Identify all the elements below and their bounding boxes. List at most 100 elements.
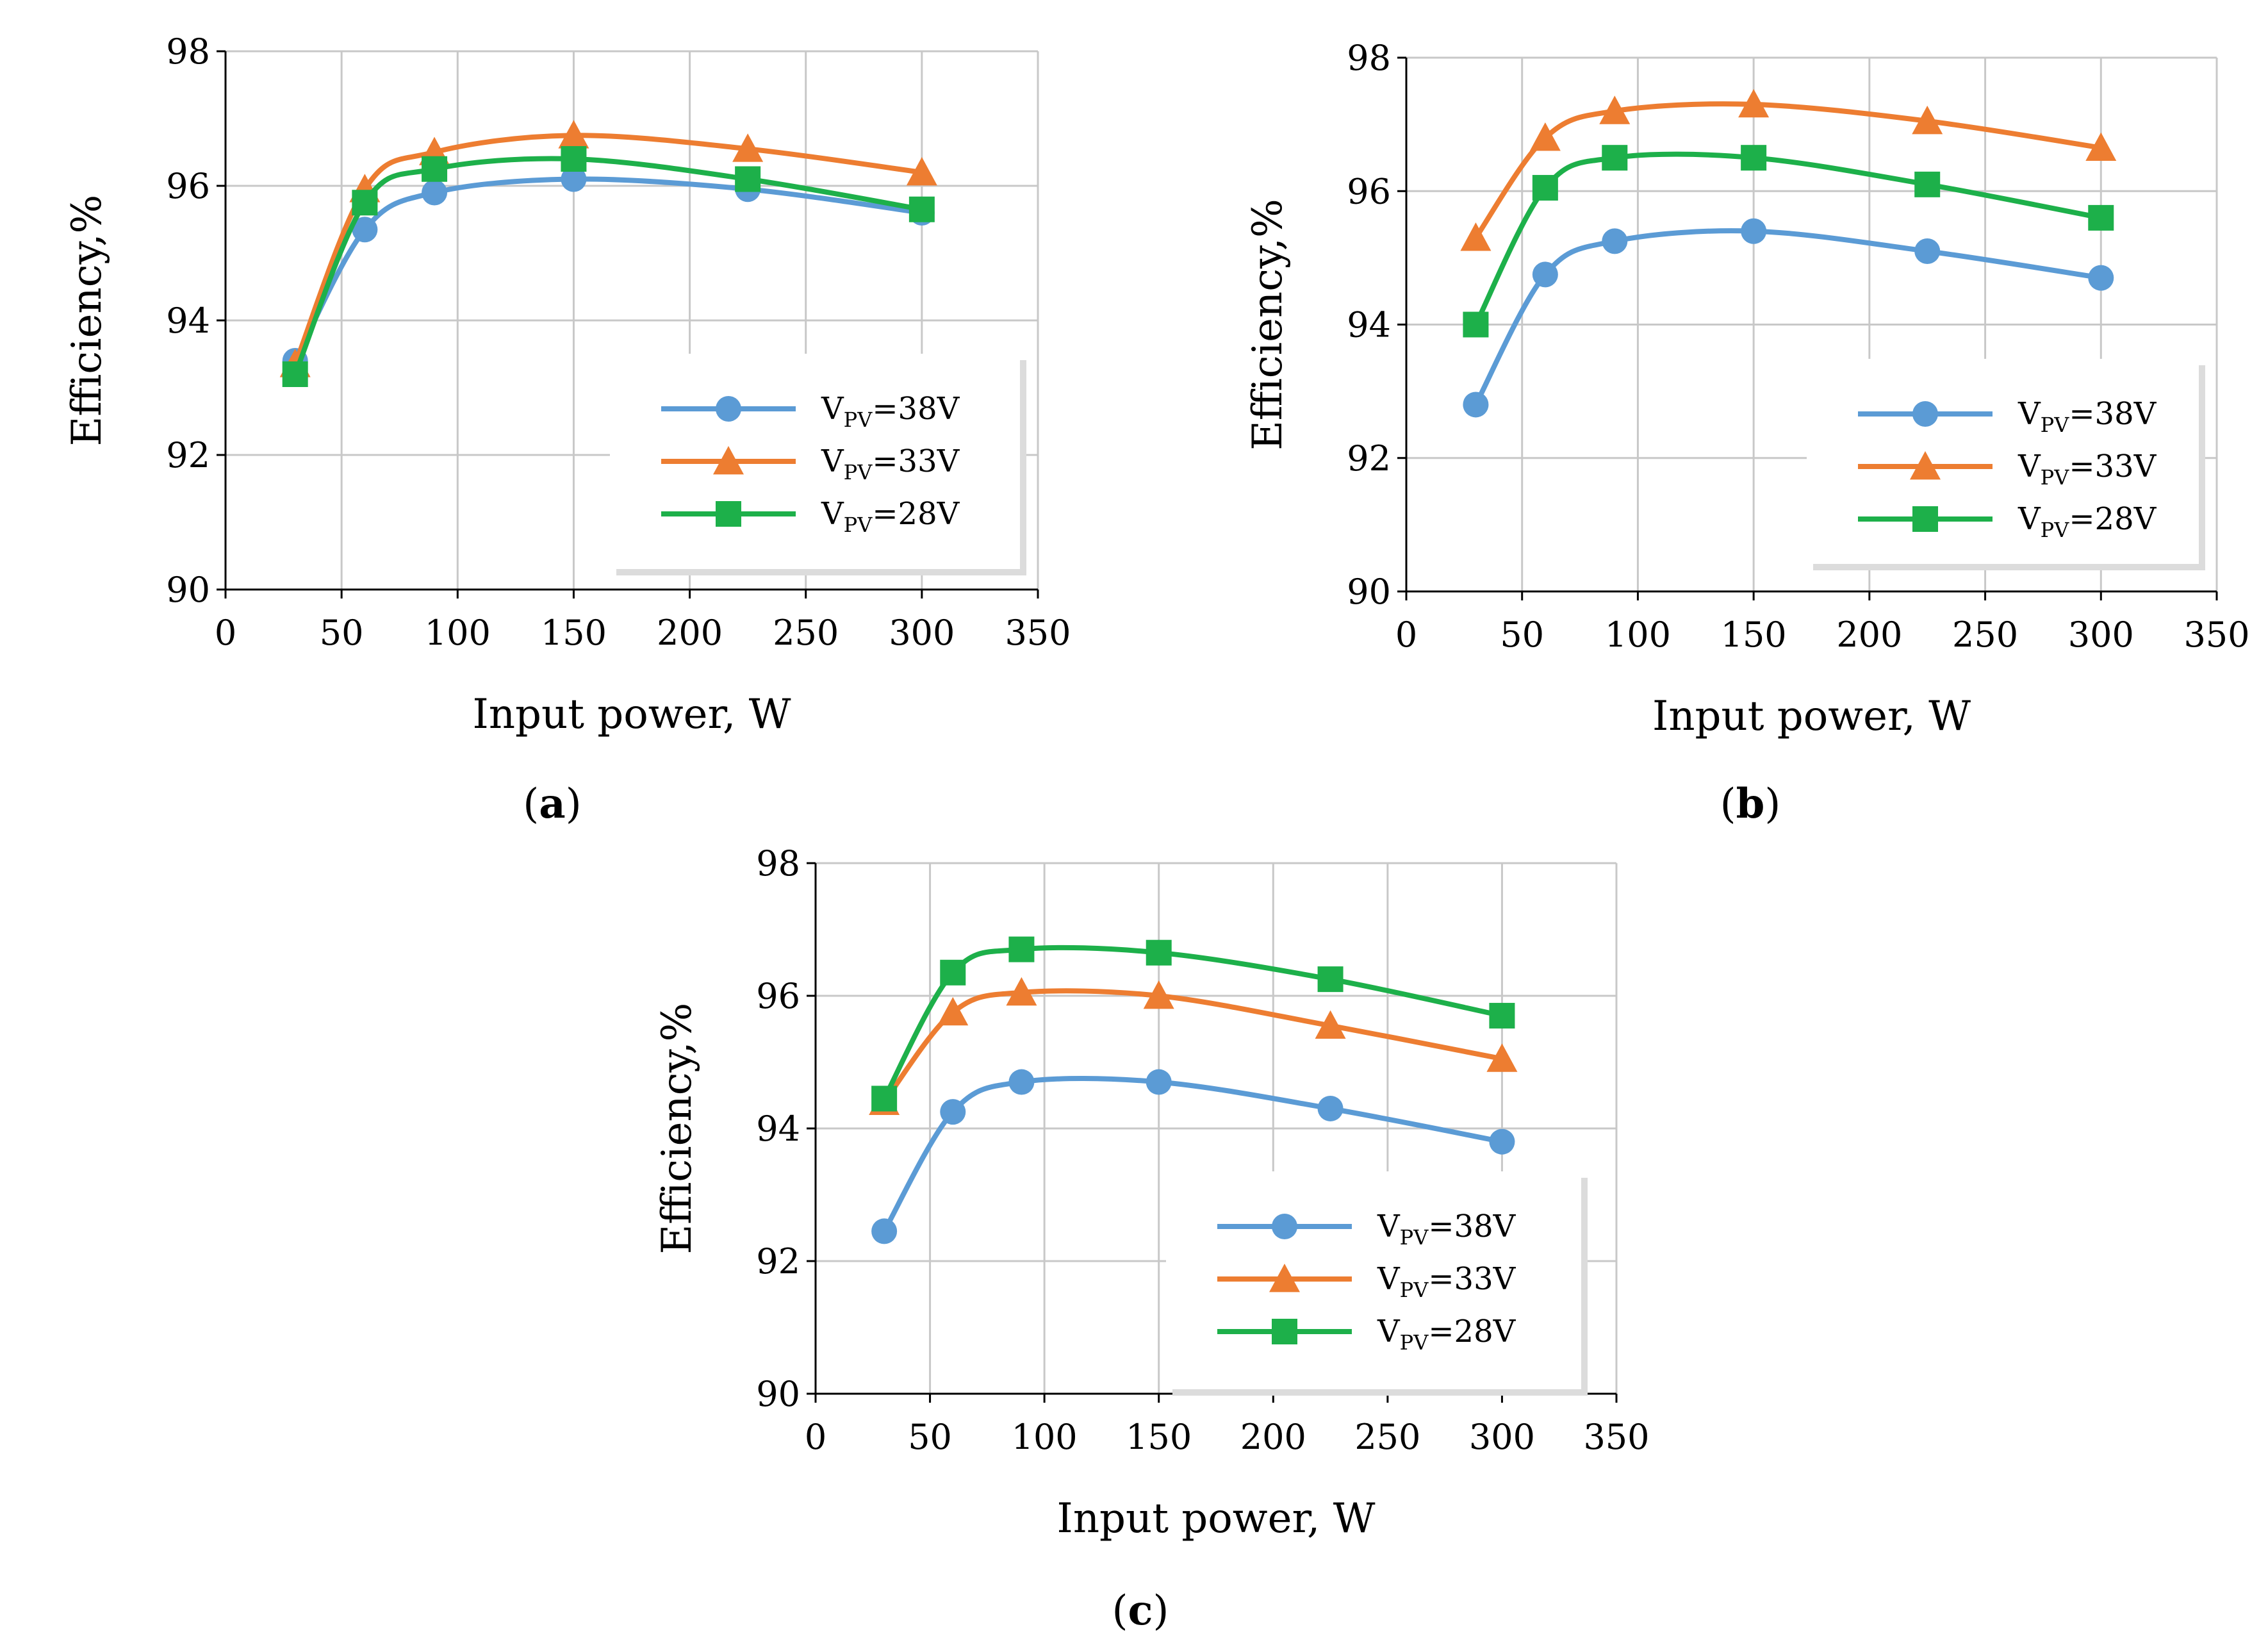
data-point-circle <box>561 166 587 192</box>
x-tick-label: 0 <box>1395 615 1417 655</box>
data-point-circle <box>1532 261 1558 288</box>
data-point-square <box>282 361 308 387</box>
y-axis-title: Efficiency,% <box>63 195 111 447</box>
chart-panel-a: 0 50 100 150 200 250 300 350 90 92 94 96 98 Input pow… <box>63 31 1071 828</box>
legend-label: VPV=38V <box>1377 1209 1516 1250</box>
data-point-square <box>2088 204 2114 231</box>
series-line <box>292 133 924 367</box>
series-28v <box>282 146 935 387</box>
y-tick-label: 94 <box>756 1109 800 1149</box>
legend-swatch-marker <box>713 446 744 475</box>
data-point-triangle <box>1143 980 1174 1009</box>
x-tick-label: 0 <box>215 613 236 653</box>
x-tick-label: 300 <box>1469 1417 1535 1457</box>
legend: VPV=38V VPV=33V VPV=28V <box>610 354 1026 575</box>
data-point-triangle <box>558 120 589 149</box>
data-point-triangle <box>1529 122 1561 151</box>
y-tick-label: 96 <box>166 166 210 206</box>
legend-label: VPV=28V <box>1377 1314 1516 1355</box>
x-axis-title: Input power, W <box>473 691 791 738</box>
data-point-triangle <box>1460 222 1491 251</box>
y-tick-label: 98 <box>166 31 210 72</box>
x-tick-label: 150 <box>1126 1417 1192 1457</box>
series-28v <box>1463 145 2114 338</box>
legend-swatch-marker <box>1910 451 1941 480</box>
data-point-triangle <box>732 133 764 162</box>
x-tick-label: 300 <box>2068 615 2134 655</box>
y-tick-label: 92 <box>756 1241 800 1282</box>
data-point-square <box>1914 171 1941 197</box>
x-tick-label: 300 <box>889 613 955 653</box>
legend-swatch-marker <box>716 501 741 527</box>
legend-label: VPV=28V <box>821 496 960 537</box>
x-tick-label: 200 <box>1836 615 1902 655</box>
x-tick-label: 250 <box>1354 1417 1420 1457</box>
legend-swatch-marker <box>1272 1319 1297 1344</box>
x-tick-label: 150 <box>541 613 607 653</box>
x-tick-label: 350 <box>2183 615 2249 655</box>
data-point-square <box>1146 939 1172 966</box>
data-point-triangle <box>2085 132 2117 161</box>
data-point-circle <box>1914 238 1941 264</box>
y-tick-label: 94 <box>1347 305 1391 345</box>
data-point-square <box>352 190 378 216</box>
x-tick-label: 100 <box>425 613 491 653</box>
series-line <box>1473 151 2104 327</box>
x-axis-title: Input power, W <box>1057 1495 1376 1542</box>
legend-swatch-marker <box>1272 1214 1297 1239</box>
legend-swatch-marker <box>716 396 741 422</box>
y-tick-label: 90 <box>756 1374 800 1414</box>
data-point-square <box>561 146 587 172</box>
y-tick-label: 92 <box>166 435 210 475</box>
legend: VPV=38V VPV=33V VPV=28V <box>1166 1171 1588 1396</box>
x-tick-label: 200 <box>1240 1417 1306 1457</box>
x-tick-label: 50 <box>320 613 364 653</box>
data-point-triangle <box>906 157 937 186</box>
series-line <box>292 156 924 377</box>
y-tick-label: 98 <box>756 843 800 884</box>
series-28v <box>871 936 1515 1112</box>
x-tick-label: 0 <box>805 1417 826 1457</box>
x-tick-label: 200 <box>657 613 723 653</box>
legend-label: VPV=33V <box>2017 449 2157 490</box>
chart-panel-c: 0 50 100 150 200 250 300 350 90 92 94 96 98 Input pow… <box>653 843 1650 1635</box>
x-axis-title: Input power, W <box>1652 693 1971 740</box>
legend-swatch-marker <box>1912 401 1938 427</box>
panel-label: (c) <box>1112 1587 1169 1635</box>
series-38v <box>282 166 935 374</box>
data-point-triangle <box>1006 977 1037 1006</box>
series-33v <box>1460 88 2117 251</box>
data-point-circle <box>1317 1095 1344 1121</box>
data-point-circle <box>1008 1069 1035 1095</box>
x-tick-label: 150 <box>1721 615 1787 655</box>
data-point-circle <box>1602 228 1628 254</box>
data-point-circle <box>2088 265 2114 291</box>
y-axis-title: Efficiency,% <box>1244 199 1292 450</box>
y-tick-label: 96 <box>1347 171 1391 211</box>
y-axis-title: Efficiency,% <box>653 1003 701 1255</box>
data-point-square <box>1489 1003 1515 1029</box>
data-point-triangle <box>1912 105 1943 135</box>
x-tick-label: 350 <box>1005 613 1071 653</box>
legend: VPV=38V VPV=33V VPV=28V <box>1807 359 2205 570</box>
data-point-circle <box>940 1099 966 1125</box>
data-point-circle <box>1741 218 1767 244</box>
y-tick-label: 98 <box>1347 38 1391 78</box>
series-line <box>882 1076 1505 1234</box>
series-38v <box>1463 218 2114 418</box>
legend-label: VPV=38V <box>821 391 960 432</box>
legend-swatch-marker <box>1912 506 1938 532</box>
data-point-circle <box>352 217 378 243</box>
x-tick-label: 250 <box>773 613 839 653</box>
data-point-circle <box>871 1218 898 1244</box>
data-point-square <box>908 196 935 222</box>
data-point-square <box>1317 966 1344 993</box>
panel-label: (b) <box>1720 780 1781 828</box>
series-line <box>1473 228 2104 408</box>
legend-label: VPV=38V <box>2017 396 2157 437</box>
series-line <box>882 945 1505 1102</box>
x-tick-label: 50 <box>1500 615 1544 655</box>
x-tick-label: 100 <box>1605 615 1671 655</box>
panel-label: (a) <box>523 780 581 828</box>
